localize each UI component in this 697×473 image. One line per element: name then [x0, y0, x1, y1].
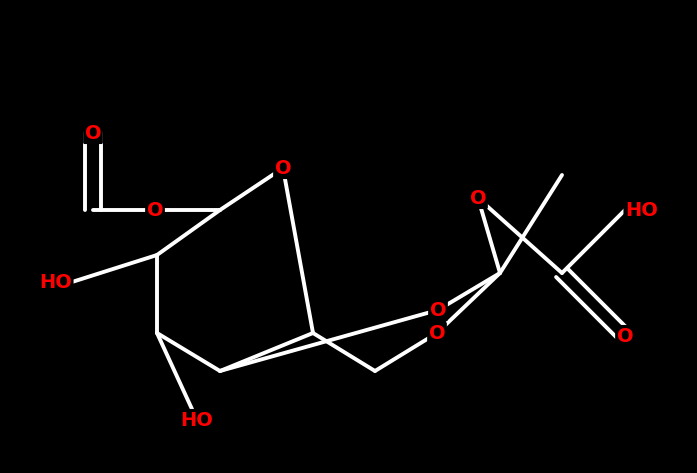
Text: O: O	[85, 123, 101, 142]
Text: O: O	[429, 324, 445, 342]
Text: HO: HO	[181, 411, 213, 429]
Text: O: O	[429, 300, 446, 319]
Text: O: O	[275, 158, 291, 177]
Text: HO: HO	[39, 272, 72, 291]
Text: O: O	[470, 189, 487, 208]
Text: O: O	[146, 201, 163, 219]
Text: HO: HO	[625, 201, 658, 219]
Text: O: O	[617, 326, 634, 345]
